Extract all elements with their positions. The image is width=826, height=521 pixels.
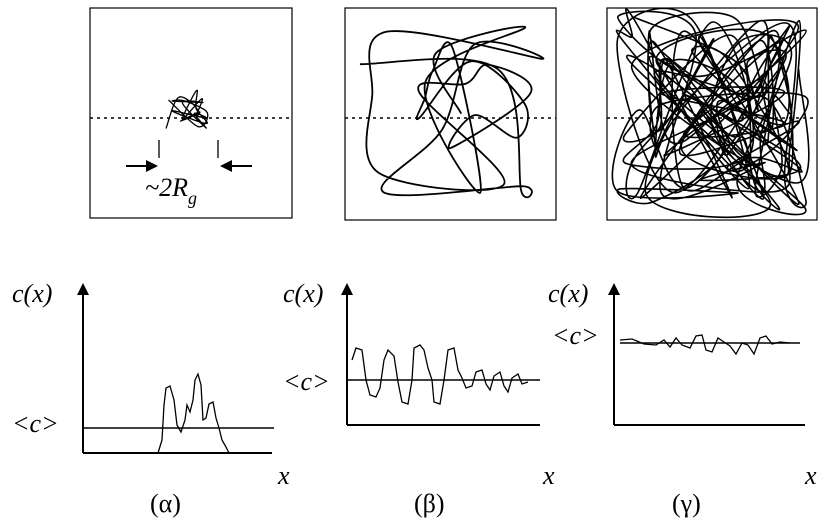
- x-label: x: [804, 461, 817, 490]
- mean-label: <c>: [552, 321, 599, 350]
- polymer-chain: [165, 89, 209, 129]
- mean-label: <c>: [12, 409, 59, 438]
- caption: (β): [414, 489, 445, 518]
- y-label: c(x): [283, 279, 323, 308]
- size-label: ~2Rg: [145, 173, 197, 208]
- box-beta: [344, 7, 557, 221]
- x-label: x: [542, 461, 555, 490]
- polymer-chain: [611, 7, 810, 219]
- y-label: c(x): [12, 279, 52, 308]
- profile: [157, 372, 230, 454]
- profile: [619, 334, 791, 356]
- profile: [351, 344, 529, 405]
- caption: (α): [150, 489, 181, 518]
- box-alpha: [89, 7, 293, 219]
- caption: (γ): [672, 489, 701, 518]
- x-label: x: [277, 461, 290, 490]
- mean-label: <c>: [283, 367, 330, 396]
- polymer-chain: [359, 25, 545, 199]
- coils: [165, 7, 810, 219]
- y-label: c(x): [548, 279, 588, 308]
- box-gamma: [606, 7, 818, 221]
